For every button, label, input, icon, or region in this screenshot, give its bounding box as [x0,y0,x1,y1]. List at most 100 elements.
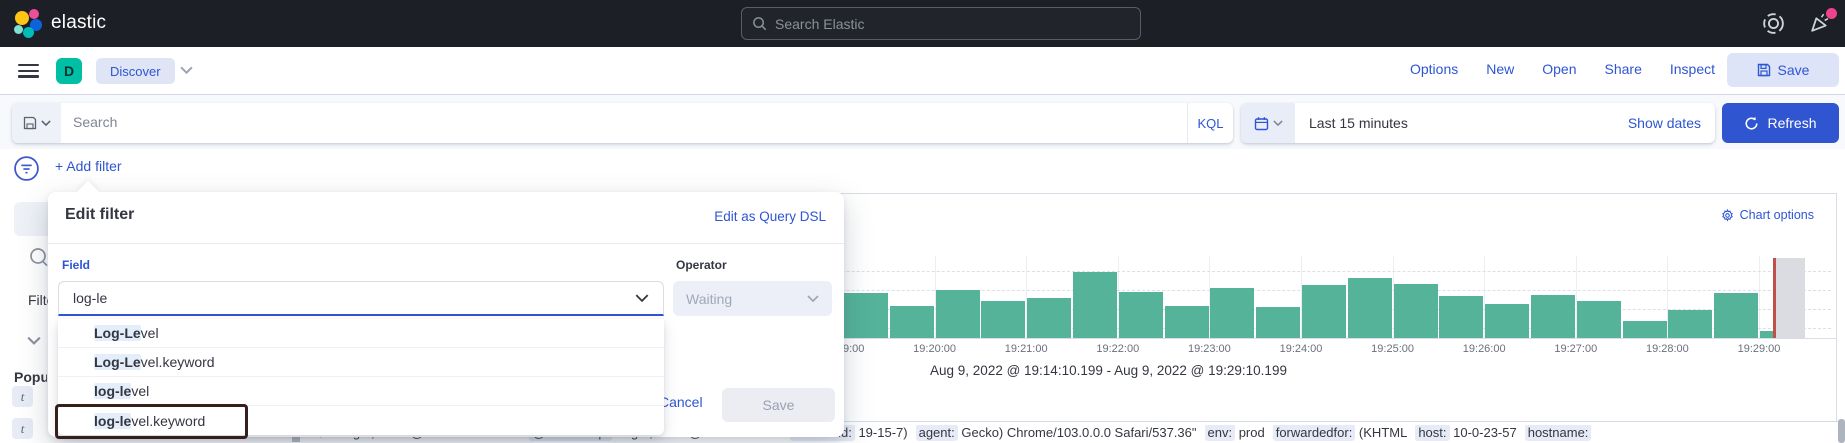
histogram-bar-19:26:30[interactable] [1531,295,1575,338]
histogram-bar-19:19:00[interactable] [844,293,888,338]
date-picker-unit: Last 15 minutes Show dates [1241,103,1715,143]
field-label: Field [62,258,91,272]
histogram-bar-19:20:00[interactable] [935,290,980,338]
option-match-text: log-le [94,412,132,429]
x-tick-label: 19:25:00 [1371,343,1415,355]
histogram-bar-19:28:00[interactable] [1668,310,1713,338]
source-field-name: hostname: [1524,425,1592,441]
field-option-log-level[interactable]: log-le vel [58,377,664,406]
source-pair: env: prod [1204,425,1265,441]
save-disk-icon [1757,63,1771,77]
save-button[interactable]: Save [1727,53,1839,87]
field-combobox[interactable] [58,281,664,316]
save-button-label: Save [1777,62,1810,78]
v-gridline [1117,256,1119,338]
cancel-button[interactable]: Cancel [659,394,703,410]
query-input[interactable] [73,114,1175,130]
histogram-bar-19:25:00[interactable] [1393,284,1438,338]
filter-by-type-fragment[interactable]: Filter [28,292,53,308]
breadcrumb-chevron-down-icon[interactable] [180,66,193,74]
menu-icon[interactable] [18,64,39,78]
x-tick-label: 19:20:00 [913,343,957,355]
edit-as-query-dsl-link[interactable]: Edit as Query DSL [714,209,826,224]
histogram-bar-19:21:30[interactable] [1073,272,1117,338]
field-type-badge: t [12,386,33,407]
source-field-value: 19-15-7) [854,425,908,440]
breadcrumb-discover[interactable]: Discover [96,58,175,84]
newsfeed-icon[interactable] [1808,8,1837,37]
histogram-bar-19:27:30[interactable] [1622,321,1667,338]
chart-options-button[interactable]: Chart options [1721,208,1814,222]
histogram-bar-19:24:00[interactable] [1302,285,1346,338]
source-field-value: (KHTML [1355,425,1408,440]
gear-icon [1721,208,1733,222]
source-field-name: agent: [915,425,958,441]
field-option-log-level.keyword[interactable]: log-le vel.keyword [58,406,664,435]
app-header: elastic [0,0,1845,47]
refresh-button[interactable]: Refresh [1722,103,1839,143]
source-pair: hostname: [1524,425,1592,441]
global-search[interactable] [741,7,1141,40]
x-tick-label: 19:29:00 [1737,343,1781,355]
source-field-value: 10-0-23-57 [1449,425,1517,440]
field-combobox-input[interactable] [59,290,635,306]
sidebar-chevron-down-icon[interactable] [27,336,41,345]
filter-menu-icon[interactable] [13,155,40,182]
x-axis-line [381,338,1836,339]
histogram-bar-19:27:00[interactable] [1576,301,1621,338]
histogram-bar-19:20:30[interactable] [981,301,1026,338]
space-avatar[interactable]: D [56,58,82,84]
histogram-bar-19:22:00[interactable] [1118,292,1163,338]
histogram-bar-19:26:00[interactable] [1485,304,1530,338]
query-input-wrap [61,114,1187,132]
source-field-value: prod [1235,425,1265,440]
top-menu-open[interactable]: Open [1542,61,1577,77]
popup-title: Edit filter [65,206,135,223]
histogram-bar-19:29:00[interactable] [1760,331,1775,338]
global-search-input[interactable] [775,15,1130,32]
field-search-icon [28,247,50,269]
x-tick-label: 19:26:00 [1462,343,1506,355]
top-menu-share[interactable]: Share [1604,61,1642,77]
histogram-bar-19:22:30[interactable] [1164,306,1209,338]
option-match-text: Log-Le [94,354,141,370]
field-option-Log-Level.keyword[interactable]: Log-Le vel.keyword [58,348,664,377]
option-match-text: log-le [94,383,132,399]
elastic-brand[interactable]: elastic [14,9,106,38]
saved-query-menu-button[interactable] [12,103,61,143]
v-gridline [1484,256,1486,338]
histogram-bar-19:19:30[interactable] [889,306,934,338]
x-tick-label: 19:21:00 [1004,343,1048,355]
query-language-button[interactable]: KQL [1187,103,1233,143]
histogram-bar-19:23:00[interactable] [1210,288,1255,338]
v-gridline [1392,256,1394,338]
popup-save-button-disabled[interactable]: Save [722,388,835,422]
add-filter-button[interactable]: + Add filter [55,158,122,174]
option-match-text: Log-Le [94,325,141,341]
search-icon [752,16,767,31]
show-dates-button[interactable]: Show dates [1627,115,1701,131]
field-option-Log-Level[interactable]: Log-Le vel [58,319,664,348]
quick-select-button[interactable] [1241,103,1295,143]
v-gridline [934,256,936,338]
table-divider [290,421,1845,422]
top-menu-options[interactable]: Options [1409,61,1459,77]
option-rest-text: vel [140,325,159,341]
histogram-bar-19:21:00[interactable] [1027,298,1072,338]
refresh-button-label: Refresh [1767,115,1817,131]
help-icon[interactable] [1761,11,1787,37]
top-menu-inspect[interactable]: Inspect [1669,61,1715,77]
histogram-bar-19:25:30[interactable] [1439,296,1484,338]
histogram-bar-19:23:30[interactable] [1256,307,1301,338]
query-search-unit: KQL [12,103,1233,143]
scrollbar-thumb[interactable] [1838,419,1845,443]
time-range-value[interactable]: Last 15 minutes [1309,115,1408,131]
histogram-bar-19:24:30[interactable] [1347,278,1392,338]
popup-divider [48,243,844,244]
combobox-chevron-down-icon[interactable] [635,294,649,302]
histogram-bar-19:28:30[interactable] [1714,293,1759,338]
top-menu-new[interactable]: New [1486,61,1515,77]
x-tick-label: 19:22:00 [1096,343,1140,355]
v-gridline [1209,256,1211,338]
data-view-button-fragment[interactable] [14,202,52,236]
